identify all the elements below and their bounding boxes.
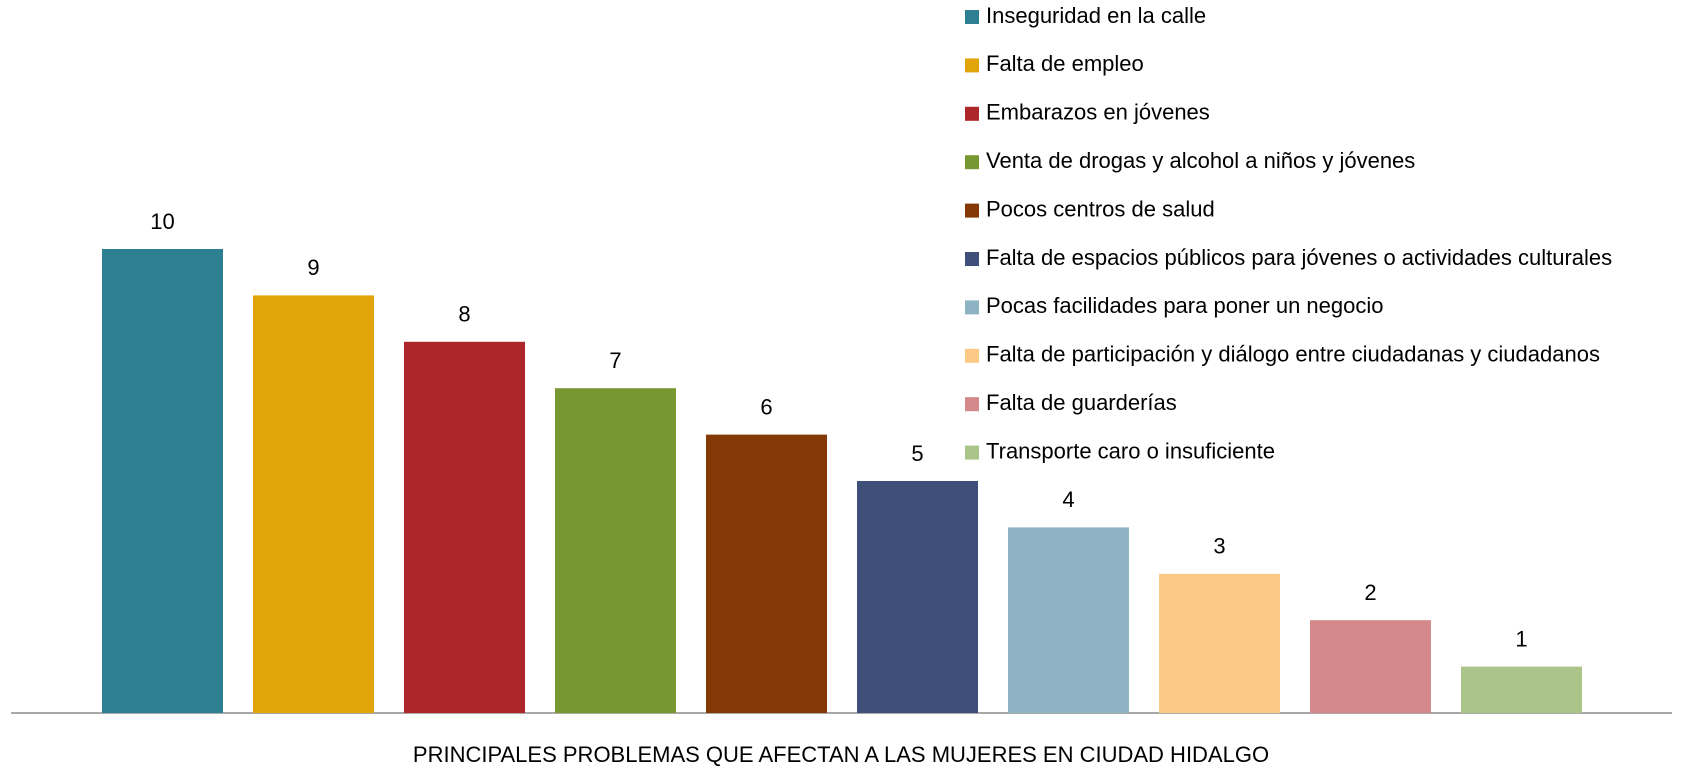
legend-swatch	[965, 397, 979, 412]
bar	[1310, 620, 1431, 713]
legend-swatch	[965, 10, 979, 24]
legend-swatch	[965, 58, 979, 73]
legend-label: Transporte caro o insuficiente	[986, 438, 1275, 463]
legend-swatch	[965, 106, 979, 121]
legend-label: Embarazos en jóvenes	[986, 100, 1210, 125]
bar	[102, 249, 223, 713]
legend-label: Falta de guarderías	[986, 390, 1177, 415]
legend-swatch	[965, 155, 979, 170]
bar	[706, 434, 827, 713]
data-label: 2	[1364, 580, 1376, 605]
legend-label: Venta de drogas y alcohol a niños y jóve…	[986, 148, 1415, 173]
data-label: 9	[307, 255, 319, 280]
bar	[1461, 666, 1582, 713]
legend-swatch	[965, 203, 979, 218]
data-label: 1	[1515, 626, 1527, 651]
legend-swatch	[965, 348, 979, 363]
legend-label: Pocas facilidades para poner un negocio	[986, 293, 1384, 318]
legend-label: Falta de espacios públicos para jóvenes …	[986, 245, 1612, 270]
bar	[253, 295, 374, 713]
data-label: 6	[760, 394, 772, 419]
legend-swatch	[965, 445, 979, 460]
bar	[404, 341, 525, 713]
legend-swatch	[965, 252, 979, 266]
data-label: 7	[609, 348, 621, 373]
legend-label: Pocos centros de salud	[986, 196, 1215, 221]
data-label: 5	[911, 441, 923, 466]
bar	[555, 388, 676, 713]
data-label: 10	[150, 209, 174, 234]
data-label: 3	[1213, 534, 1225, 559]
data-label: 4	[1062, 487, 1074, 512]
bar	[857, 481, 978, 713]
legend-label: Falta de empleo	[986, 51, 1144, 76]
data-label: 8	[458, 302, 470, 327]
legend-swatch	[965, 300, 979, 315]
legend-label: Inseguridad en la calle	[986, 3, 1206, 28]
bar	[1008, 527, 1129, 713]
bar	[1159, 573, 1280, 713]
legend-label: Falta de participación y diálogo entre c…	[986, 342, 1600, 367]
x-axis-label: PRINCIPALES PROBLEMAS QUE AFECTAN A LAS …	[413, 742, 1269, 767]
